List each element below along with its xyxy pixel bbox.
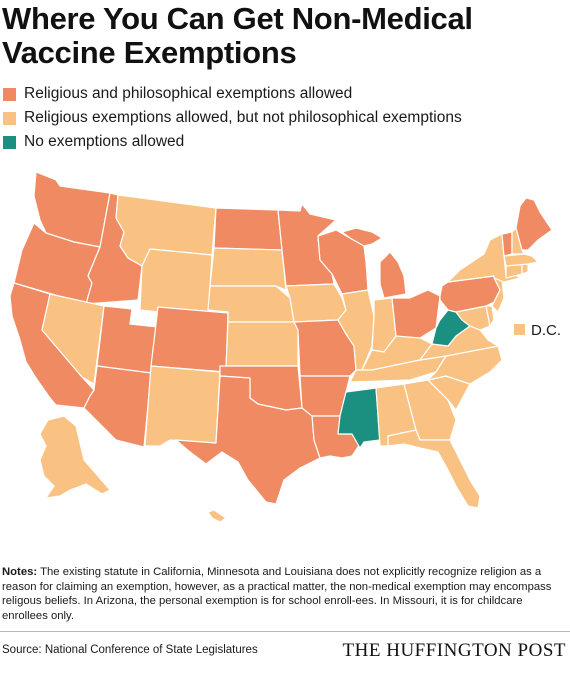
state-ak [39,415,111,499]
state-nv [41,293,105,385]
legend-item-no-exemptions: No exemptions allowed [3,130,462,154]
legend-item-religious-only: Religious exemptions allowed, but not ph… [3,106,462,130]
legend-label: Religious exemptions allowed, but not ph… [24,109,462,126]
state-ks [225,321,299,367]
huffington-post-logo: THE HUFFINGTON POST [342,640,566,661]
notes-text: The existing statute in California, Minn… [2,566,552,622]
divider [0,631,570,632]
state-ut [96,305,159,374]
us-map: D.C. [9,171,561,523]
state-me [515,197,553,251]
state-fl [387,429,481,509]
dc-swatch [514,324,525,335]
legend-label: Religious and philosophical exemptions a… [24,85,353,102]
legend-swatch [3,111,16,125]
source-credit: Source: National Conference of State Leg… [2,644,258,656]
legend-swatch [3,135,16,149]
state-vt [501,231,513,257]
state-ma [503,253,539,267]
state-ny [447,233,521,283]
legend: Religious and philosophical exemptions a… [3,82,462,154]
state-nj [491,277,505,313]
state-de [485,305,495,327]
state-tx [175,375,321,505]
state-nm [144,365,221,447]
legend-item-religious-philosophical: Religious and philosophical exemptions a… [3,82,462,106]
state-oh [391,289,441,339]
state-wi [317,229,369,295]
state-mi [341,227,407,299]
dc-label: D.C. [531,322,561,339]
legend-label: No exemptions allowed [24,133,185,150]
legend-swatch [3,87,16,101]
map-title: Where You Can Get Non-Medical Vaccine Ex… [2,1,473,70]
notes: Notes: The existing statute in Californi… [2,565,564,623]
state-hi [207,509,227,523]
state-wy [139,248,213,318]
notes-label: Notes: [2,566,38,578]
state-sd [209,247,287,291]
state-ri [521,263,529,275]
state-ia [285,283,347,323]
state-nd [213,207,283,251]
state-mt [115,194,217,267]
state-co [150,306,229,373]
